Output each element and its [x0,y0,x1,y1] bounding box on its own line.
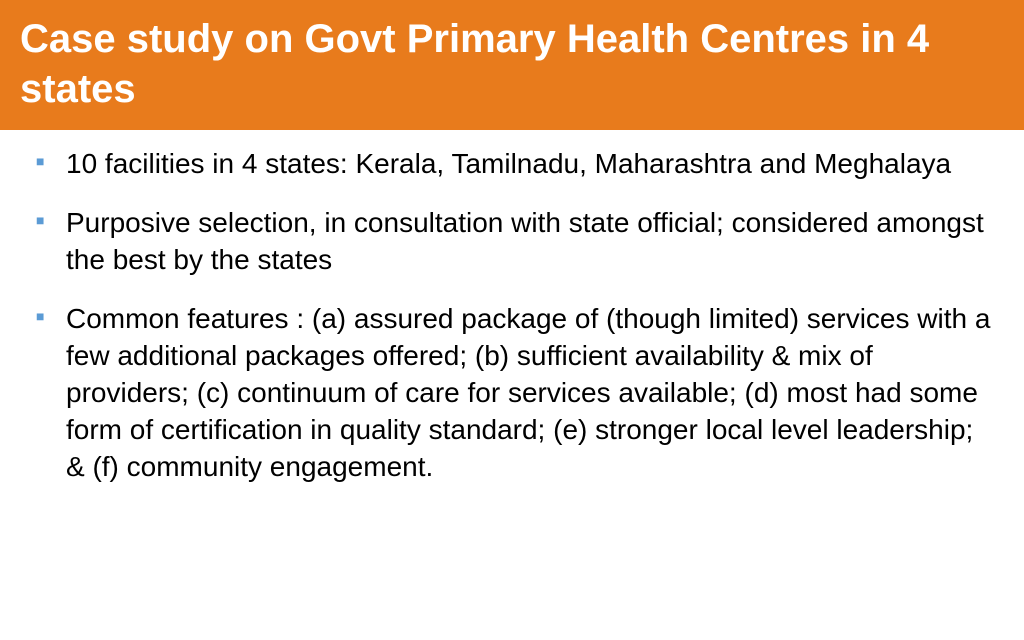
bullet-list: 10 facilities in 4 states: Kerala, Tamil… [30,146,994,486]
list-item: Common features : (a) assured package of… [30,301,994,486]
list-item: 10 facilities in 4 states: Kerala, Tamil… [30,146,994,183]
slide-header: Case study on Govt Primary Health Centre… [0,0,1024,130]
slide-content: 10 facilities in 4 states: Kerala, Tamil… [0,130,1024,486]
list-item: Purposive selection, in consultation wit… [30,205,994,279]
slide-title: Case study on Govt Primary Health Centre… [20,17,929,111]
